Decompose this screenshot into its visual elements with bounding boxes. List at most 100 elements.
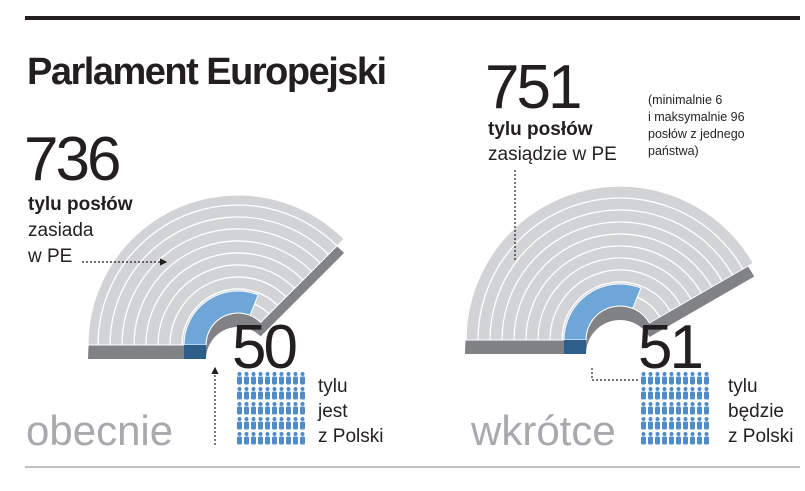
person-head: [272, 372, 277, 376]
person-icon: [655, 432, 660, 445]
hemicycle-row: [561, 281, 671, 341]
person-head: [641, 402, 646, 406]
person-icon: [690, 432, 695, 445]
person-head: [648, 402, 653, 406]
person-icon: [244, 372, 249, 385]
person-icon: [293, 417, 298, 430]
person-head: [279, 372, 284, 376]
person-body: [265, 436, 270, 445]
person-head: [641, 372, 646, 376]
total-number: 751: [485, 53, 580, 122]
person-body: [676, 436, 681, 445]
person-icon: [655, 387, 660, 400]
poland-seats: [183, 290, 259, 346]
person-icon: [272, 387, 277, 400]
person-body: [683, 391, 688, 400]
person-body: [683, 421, 688, 430]
person-icon: [683, 372, 688, 385]
note: państwa): [648, 144, 699, 158]
person-icon: [237, 417, 242, 430]
person-body: [676, 421, 681, 430]
period: obecnie: [26, 407, 173, 454]
person-body: [641, 421, 646, 430]
hemicycle: [464, 184, 755, 354]
person-icon: [648, 372, 653, 385]
person-body: [662, 376, 667, 385]
person-head: [641, 387, 646, 391]
person-body: [237, 391, 242, 400]
person-body: [690, 391, 695, 400]
person-icon: [676, 387, 681, 400]
person-icon: [704, 432, 709, 445]
person-icon: [662, 432, 667, 445]
person-body: [279, 421, 284, 430]
person-icon: [676, 372, 681, 385]
hemicycle-row: [477, 197, 744, 341]
person-body: [676, 391, 681, 400]
person-head: [293, 372, 298, 376]
person-body: [662, 391, 667, 400]
person-icon: [293, 432, 298, 445]
person-body: [293, 376, 298, 385]
person-icon: [641, 387, 646, 400]
poland-text: jest: [317, 401, 348, 422]
person-icon: [641, 402, 646, 415]
poland-text: z Polski: [318, 426, 383, 447]
person-head: [265, 372, 270, 376]
person-head: [662, 372, 667, 376]
person-icon: [697, 432, 702, 445]
person-head: [697, 387, 702, 391]
person-icon: [669, 417, 674, 430]
person-body: [286, 376, 291, 385]
person-head: [258, 432, 263, 436]
person-body: [244, 391, 249, 400]
person-head: [669, 372, 674, 376]
person-icon: [655, 417, 660, 430]
person-body: [300, 406, 305, 415]
hemicycle-row: [145, 252, 304, 346]
person-head: [300, 372, 305, 376]
person-head: [265, 402, 270, 406]
person-head: [258, 402, 263, 406]
person-icon: [662, 402, 667, 415]
person-head: [641, 417, 646, 421]
person-icon: [669, 402, 674, 415]
person-icon: [697, 417, 702, 430]
person-icon: [265, 372, 270, 385]
person-head: [704, 387, 709, 391]
person-body: [641, 376, 646, 385]
person-body: [300, 421, 305, 430]
person-icon: [265, 402, 270, 415]
person-body: [251, 376, 256, 385]
person-body: [258, 421, 263, 430]
hemicycle-row: [549, 269, 682, 341]
person-icon: [683, 402, 688, 415]
person-head: [293, 417, 298, 421]
person-icon: [244, 387, 249, 400]
person-icon: [286, 432, 291, 445]
person-body: [704, 436, 709, 445]
person-head: [683, 402, 688, 406]
person-icon: [683, 432, 688, 445]
person-head: [244, 432, 249, 436]
person-icon: [258, 372, 263, 385]
person-body: [697, 406, 702, 415]
poland-text: tylu: [318, 376, 348, 397]
person-body: [279, 436, 284, 445]
person-icon: [697, 387, 702, 400]
person-body: [244, 406, 249, 415]
person-body: [683, 376, 688, 385]
person-head: [676, 402, 681, 406]
total-text: zasiada: [28, 220, 94, 241]
person-icon: [690, 372, 695, 385]
person-body: [300, 436, 305, 445]
person-body: [704, 406, 709, 415]
person-body: [690, 376, 695, 385]
person-head: [286, 432, 291, 436]
person-icon: [251, 387, 256, 400]
person-head: [683, 372, 688, 376]
person-icon: [300, 402, 305, 415]
person-head: [279, 432, 284, 436]
person-head: [704, 417, 709, 421]
person-head: [237, 417, 242, 421]
